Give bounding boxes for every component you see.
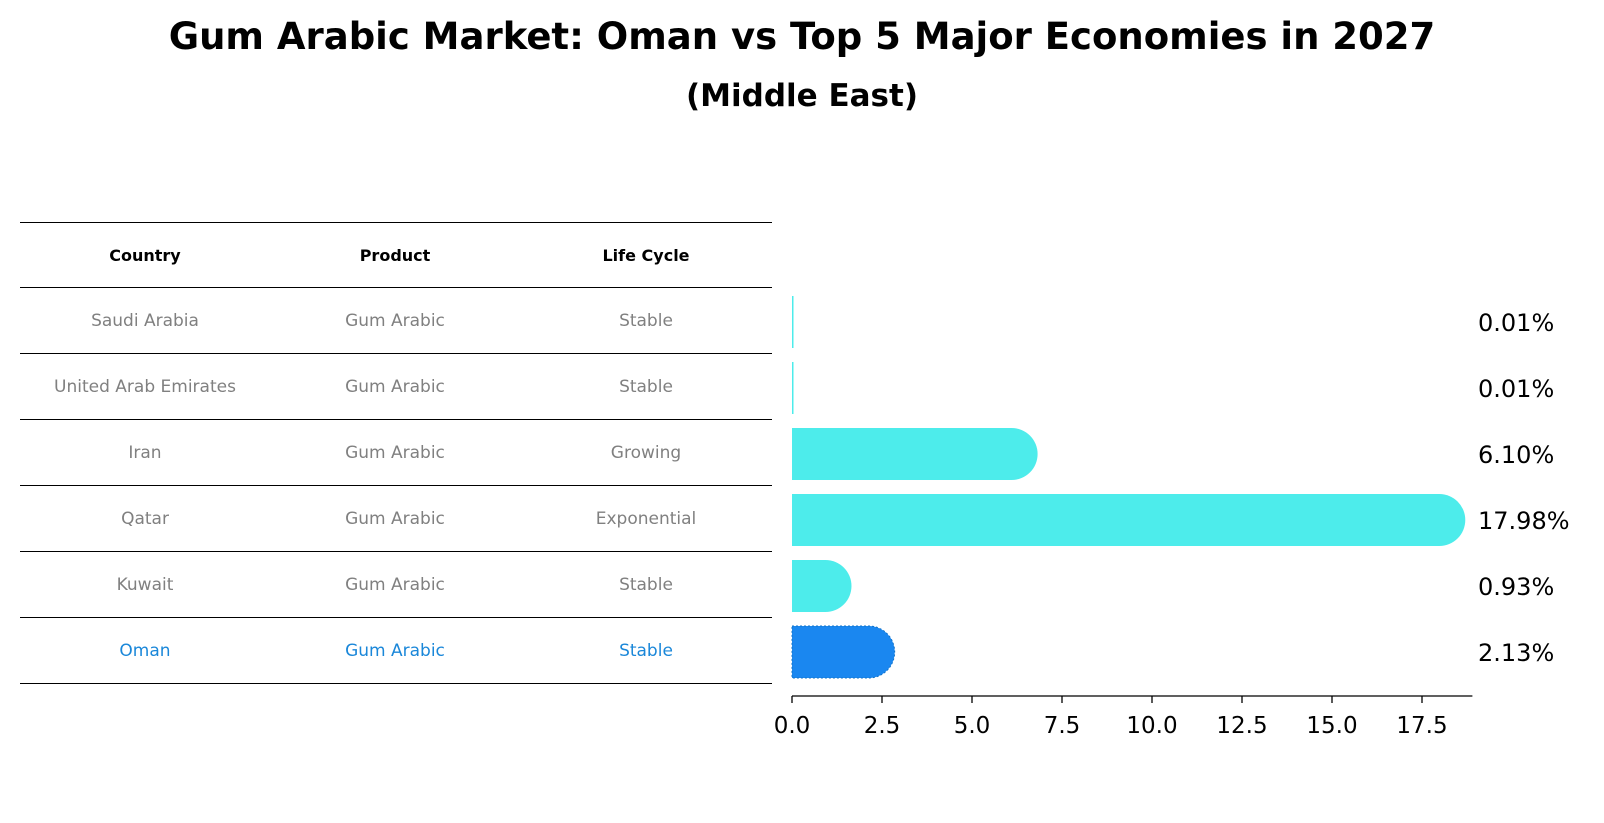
bar-oman [791,625,896,679]
country-cell: Saudi Arabia [91,310,199,331]
value-label: 0.01% [1478,309,1554,337]
life-cycle-cell: Growing [610,442,682,463]
life-cycle-cell: Stable [619,310,673,331]
x-tick-label: 5.0 [954,713,991,739]
country-cell: Oman [119,640,171,661]
value-label: 6.10% [1478,441,1554,469]
bar-iran [792,428,1038,480]
value-label: 0.93% [1478,573,1554,601]
table-row: Iran Gum Arabic Growing [20,420,772,486]
chart-subtitle: (Middle East) [685,78,918,114]
life-cycle-cell: Exponential [595,508,697,529]
life-cycle-cell: Stable [619,640,673,661]
country-cell: United Arab Emirates [54,376,236,397]
x-tick-label: 2.5 [864,713,901,739]
bar-qatar [792,494,1466,546]
bar-kuwait [792,560,852,612]
value-label: 0.01% [1478,375,1554,403]
life-cycle-cell: Stable [619,574,673,595]
product-cell: Gum Arabic [345,574,445,595]
product-cell: Gum Arabic [345,310,445,331]
bar-saudi-arabia [792,296,794,348]
country-cell: Kuwait [116,574,174,595]
x-tick-label: 10.0 [1126,713,1177,739]
header-product: Product [359,245,431,265]
table-row-highlighted: Oman Gum Arabic Stable [20,618,772,684]
x-tick-label: 7.5 [1044,713,1081,739]
bar-united-arab-emirates [792,362,794,414]
data-table: Country Product Life Cycle Saudi Arabia … [20,222,772,684]
product-cell: Gum Arabic [345,508,445,529]
value-label: 2.13% [1478,639,1554,667]
table-row: Saudi Arabia Gum Arabic Stable [20,288,772,354]
chart-title: Gum Arabic Market: Oman vs Top 5 Major E… [168,15,1436,58]
country-cell: Iran [128,442,162,463]
value-label: 17.98% [1478,507,1570,535]
table-header-row: Country Product Life Cycle [20,222,772,288]
product-cell: Gum Arabic [345,442,445,463]
table-row: Kuwait Gum Arabic Stable [20,552,772,618]
x-tick-label: 0.0 [774,713,811,739]
table-row: Qatar Gum Arabic Exponential [20,486,772,552]
product-cell: Gum Arabic [345,640,445,661]
header-life-cycle: Life Cycle [602,245,690,265]
x-tick-label: 12.5 [1216,713,1267,739]
country-cell: Qatar [121,508,169,529]
x-tick-label: 15.0 [1306,713,1357,739]
header-country: Country [109,245,181,265]
table-row: United Arab Emirates Gum Arabic Stable [20,354,772,420]
product-cell: Gum Arabic [345,376,445,397]
life-cycle-cell: Stable [619,376,673,397]
x-tick-label: 17.5 [1396,713,1447,739]
